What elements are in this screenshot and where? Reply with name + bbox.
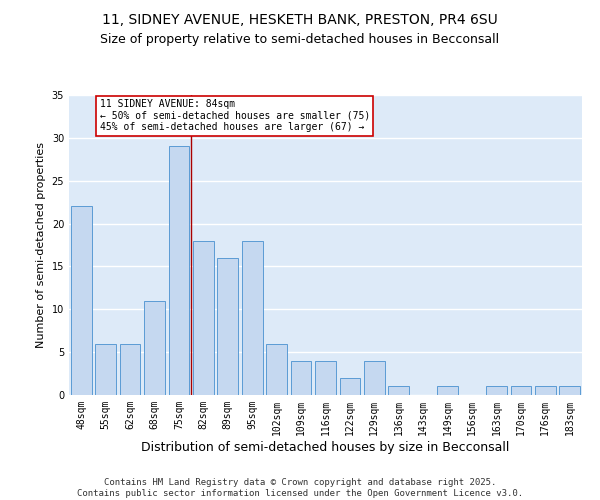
Bar <box>437 386 458 395</box>
X-axis label: Distribution of semi-detached houses by size in Becconsall: Distribution of semi-detached houses by … <box>142 440 509 454</box>
Bar <box>535 386 556 395</box>
Text: 11 SIDNEY AVENUE: 84sqm
← 50% of semi-detached houses are smaller (75)
45% of se: 11 SIDNEY AVENUE: 84sqm ← 50% of semi-de… <box>100 100 370 132</box>
Bar <box>193 240 214 395</box>
Bar <box>95 344 116 395</box>
Text: Contains HM Land Registry data © Crown copyright and database right 2025.
Contai: Contains HM Land Registry data © Crown c… <box>77 478 523 498</box>
Bar <box>266 344 287 395</box>
Bar <box>486 386 507 395</box>
Bar <box>290 360 311 395</box>
Bar <box>559 386 580 395</box>
Bar <box>144 300 165 395</box>
Bar <box>71 206 92 395</box>
Bar <box>340 378 361 395</box>
Bar <box>364 360 385 395</box>
Y-axis label: Number of semi-detached properties: Number of semi-detached properties <box>36 142 46 348</box>
Bar <box>119 344 140 395</box>
Bar <box>217 258 238 395</box>
Text: Size of property relative to semi-detached houses in Becconsall: Size of property relative to semi-detach… <box>100 32 500 46</box>
Bar <box>169 146 190 395</box>
Bar <box>315 360 336 395</box>
Text: 11, SIDNEY AVENUE, HESKETH BANK, PRESTON, PR4 6SU: 11, SIDNEY AVENUE, HESKETH BANK, PRESTON… <box>102 12 498 26</box>
Bar <box>242 240 263 395</box>
Bar <box>388 386 409 395</box>
Bar <box>511 386 532 395</box>
